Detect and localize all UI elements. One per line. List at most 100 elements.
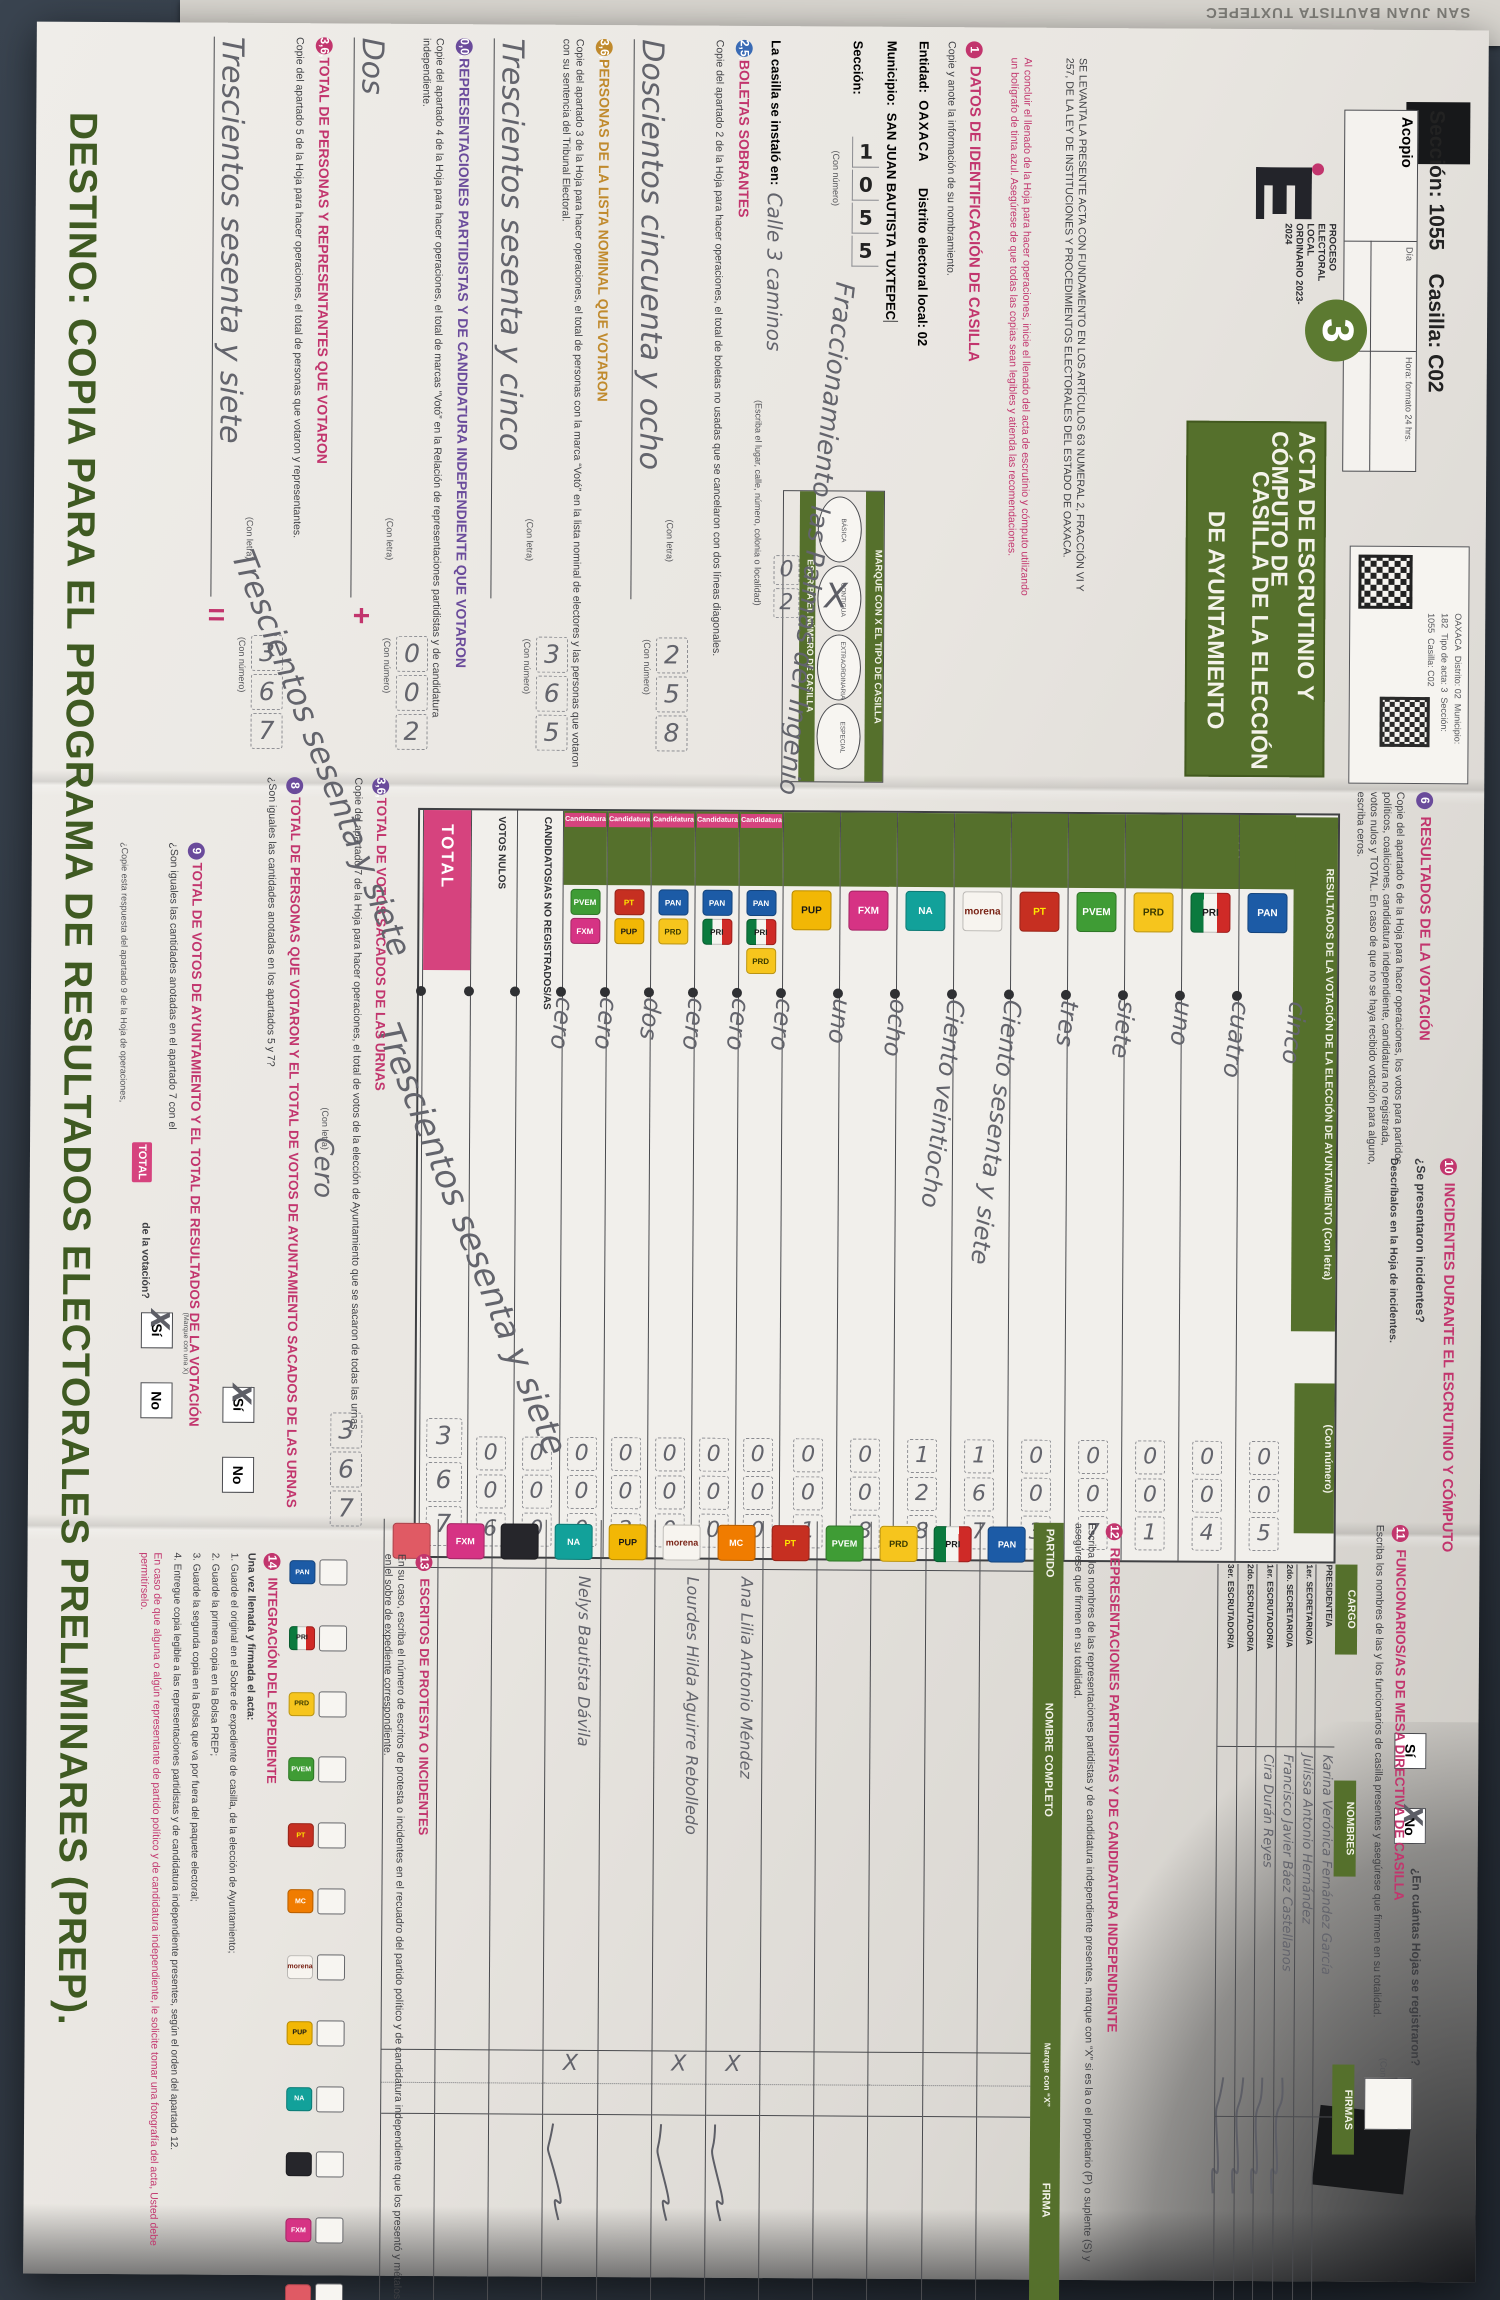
digit-box: 6: [425, 1461, 462, 1503]
acopio-label: Acopio: [1398, 116, 1416, 168]
s8-no-box: No: [221, 1456, 255, 1498]
distrito-label: Distrito electoral local:: [915, 187, 931, 329]
section-1-datos-identificacion: 1 DATOS DE IDENTIFICACIÓN DE CASILLA Cop…: [752, 40, 984, 797]
candidatura-comun-label: Candidatura común 1: [696, 813, 739, 828]
section-10-title: INCIDENTES DURANTE EL ESCRUTINIO Y CÓMPU…: [1438, 1182, 1457, 1553]
rep-nombre-handwriting: Nelys Bautista Dávila: [573, 1575, 595, 1747]
party-logo-PT: PT: [613, 889, 645, 916]
digit-box: 0: [742, 1475, 773, 1511]
result-column-PRD: PRD uno 0 0 1: [1117, 814, 1198, 1561]
party-logo-PRD: PRD: [879, 1525, 918, 1562]
intro-instrucciones: Al concluir el llenado de la Hoja para h…: [1005, 57, 1034, 596]
section-8-personas-vs-votos-title: TOTAL DE PERSONAS QUE VOTARON Y EL TOTAL…: [283, 797, 304, 1508]
digit-box: 1: [964, 1439, 995, 1474]
acopio-box: Acopio Día Hora: formato 24 hrs.: [1342, 109, 1419, 473]
party-logo-NAOax: NA: [905, 890, 946, 932]
escritos-row-PRD: PRD: [288, 1690, 349, 1718]
digit-box: 0: [1248, 1479, 1280, 1514]
section-2-title: BOLETAS SOBRANTES: [735, 59, 753, 218]
section-5-badge: 3,6,7: [315, 37, 333, 65]
acta-title-line2: CASILLA DE LA ELECCIÓN: [1246, 470, 1275, 770]
digit-box: 0: [1020, 1477, 1052, 1512]
section-14-badge: 14: [263, 1552, 281, 1571]
rep-ps-cells: [760, 2051, 814, 2117]
section-1-title: DATOS DE IDENTIFICACIÓN DE CASILLA: [964, 65, 984, 362]
section-8-personas-vs-votos: 8 TOTAL DE PERSONAS QUE VOTARON Y EL TOTA…: [203, 777, 304, 1568]
section-4-title: REPRESENTACIONES PARTIDISTAS Y DE CANDID…: [452, 58, 473, 669]
escritos-row-FXM: FXM: [285, 2217, 345, 2244]
rep-ps-cells: [922, 2052, 977, 2118]
party-logo-PAN: PAN: [745, 889, 777, 917]
digit-box: 0: [610, 1475, 641, 1510]
section-11-title: FUNCIONARIOS/AS DE MESA DIRECTIVA DE CAS…: [1391, 1549, 1409, 1901]
digit-box: 0: [521, 1474, 552, 1509]
result-column-VOTOS NULOS: VOTOS NULOS 0 0 6: [463, 810, 518, 1557]
escritos-row-PRI: PRI: [288, 1625, 349, 1652]
escritos-count-box: [317, 1888, 346, 1915]
rep-ps-cells: X: [651, 2050, 706, 2116]
cargo-label: 1er. ESCRUTADOR/A: [1264, 1564, 1276, 1650]
result-column-Candidatura común 2: Candidatura común 2PTPUPdos002: [599, 811, 667, 1558]
cargo-header: CARGO: [1334, 1564, 1358, 1655]
digit-box: 6: [963, 1477, 995, 1512]
digit-box: 8: [655, 715, 688, 752]
rep-row-PT: PT: [758, 1521, 818, 2300]
escritos-count-box: [318, 1756, 347, 1783]
section-2-letra-handwriting: Doscientos cincuenta y ocho: [632, 39, 670, 471]
digit-box: 3: [535, 636, 569, 673]
party-logo-PVEM: PVEM: [288, 1757, 315, 1782]
hora-label: Hora: formato 24 hrs.: [1403, 356, 1414, 443]
party-logo-PUP: PUP: [613, 918, 644, 945]
connumero-label: (Con número): [521, 638, 533, 695]
signature-squiggle: [1230, 2077, 1244, 2194]
rep-nombre-handwriting: Lourdes Hilda Aguirre Rebolledo: [681, 1576, 703, 1835]
escritos-count-box: [319, 1559, 348, 1586]
municipio-value: SAN JUAN BAUTISTA TUXTEPEC: [883, 112, 900, 322]
escritos-row-PVEM: PVEM: [288, 1756, 348, 1783]
s12-header-bar: PARTIDO NOMBRE COMPLETO Marque con “X” F…: [1028, 1522, 1064, 2300]
conletra-label: (Con letra): [384, 517, 395, 561]
rep-ps-cells: X: [543, 2049, 598, 2116]
proceso-electoral: PROCESO ELECTORAL LOCAL ORDINARIO 2023-2…: [1282, 223, 1338, 305]
seccion-casilla-line: Sección: 1055 Casilla: C02: [1423, 110, 1449, 393]
digit-box: 5: [535, 714, 568, 751]
municipio-label: Municipio:: [884, 40, 900, 106]
rep-row-PVEM: PVEM: [812, 1521, 872, 2300]
section-1-badge: 1: [965, 41, 983, 59]
section-13-text: En su caso, escriba el número de escrito…: [381, 1553, 408, 2300]
escritos-row-morena: morena: [286, 1954, 347, 1981]
funcionario-nombre-handwriting: Francisco Javier Báez Castellanos: [1278, 1754, 1295, 1972]
digit-box: 5: [851, 202, 879, 234]
escritos-row-MC: MC: [287, 1888, 347, 1915]
party-logo-PAN: PAN: [701, 889, 733, 916]
escritos-count-box: [315, 2151, 344, 2178]
ieepco-logo-block: PROCESO ELECTORAL LOCAL ORDINARIO 2023-2…: [1251, 157, 1338, 308]
candidatura-comun-label: Candidatura común 1: [652, 813, 695, 828]
section-7-votos-urnas: 3,6,7TOTAL DE VOTOS SACADOS DE LAS URNAS…: [224, 545, 419, 1567]
party-logo-PRI: PRI: [745, 918, 776, 946]
digit-box: 1: [907, 1438, 938, 1474]
digit-box: 0: [395, 674, 428, 711]
rep-p-xmark: X: [725, 2051, 741, 2077]
section-4-badge: 0,0,2: [455, 38, 473, 65]
conletra-label: (Con letra): [524, 518, 535, 562]
rep-p-xmark: X: [562, 2050, 579, 2076]
escritos-chips: PAN PRI PRD PVEM PT MC morena PUP NA FXM: [284, 1559, 350, 2300]
rep-row-MC: MC Ana Lilia Antonio Méndez X: [703, 1520, 763, 2300]
digit-box: 5: [851, 235, 879, 267]
party-logo-PVEM: PVEM: [825, 1525, 864, 1562]
section-2-badge: 2,5,8: [735, 39, 753, 67]
digit-box: 1: [852, 136, 880, 168]
digit-box: 3: [425, 1417, 462, 1459]
section-13-title: ESCRITOS DE PROTESTA O INCIDENTES: [415, 1578, 433, 1836]
qr-text-lines: OAXACA Distrito: 02 Municipio: 182 Tipo …: [1425, 613, 1464, 745]
section-3-badge: 3,6,5: [595, 39, 613, 66]
escritos-count-box: [318, 1690, 347, 1718]
seccion-connumero: (Con número): [830, 150, 842, 207]
cargo-label: PRESIDENTE/A: [1324, 1564, 1335, 1628]
section-6-title: RESULTADOS DE LA VOTACIÓN: [1415, 816, 1434, 1041]
escritos-count-box: [316, 2020, 345, 2047]
rep-ps-cells: [489, 2049, 543, 2115]
section-13-badge: 13: [415, 1553, 433, 1572]
seccion-field-label: Sección:: [850, 40, 866, 95]
